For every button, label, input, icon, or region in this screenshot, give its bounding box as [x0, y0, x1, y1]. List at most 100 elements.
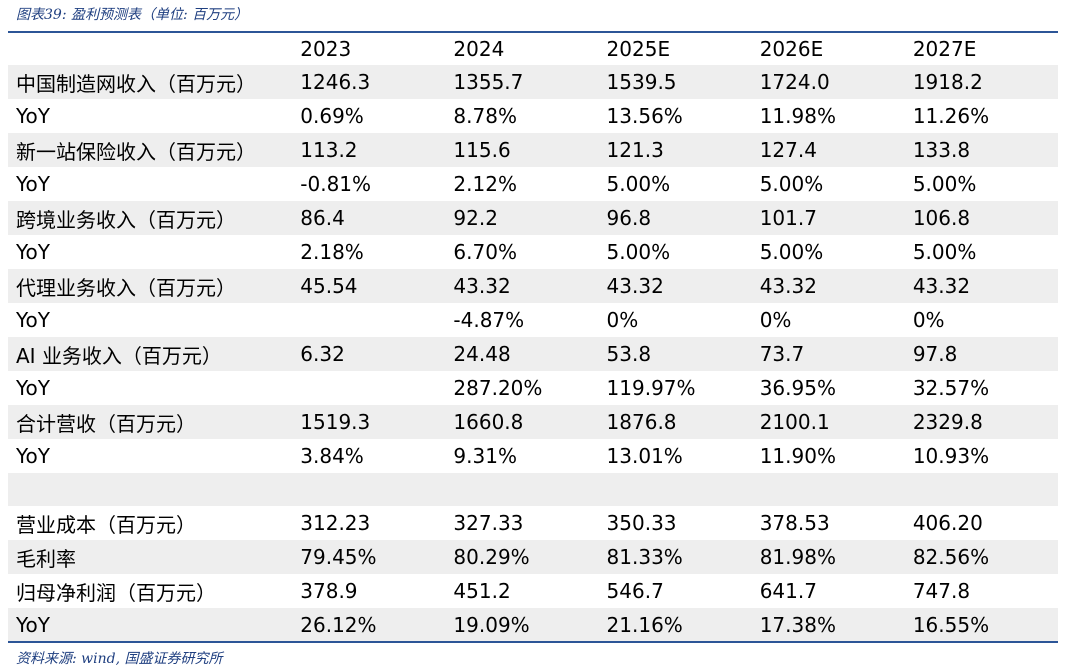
profit-forecast-table: 2023 2024 2025E 2026E 2027E 中国制造网收入（百万元）… [8, 31, 1058, 643]
table-cell: 9.31% [453, 444, 517, 468]
table-row [8, 473, 1058, 506]
row-label: YoY [16, 612, 51, 637]
table-cell: 406.20 [912, 511, 983, 535]
table-cell: 378.9 [300, 579, 358, 603]
table-cell: 43.32 [606, 274, 664, 298]
table-cell: 96.8 [606, 206, 652, 230]
table-cell: 1355.7 [453, 70, 524, 94]
table-cell: 32.57% [912, 376, 990, 400]
table-cell: 1660.8 [453, 410, 524, 434]
table-row: 新一站保险收入（百万元） 113.2 115.6 121.3 127.4 133.8 [8, 133, 1058, 167]
table-cell: 378.53 [759, 511, 830, 535]
table-cell: 115.6 [453, 138, 511, 162]
table-cell: 13.56% [606, 104, 683, 128]
table-cell: 17.38% [759, 612, 836, 637]
table-cell: 3.84% [300, 444, 364, 468]
table-cell: 0% [759, 308, 792, 332]
table-cell: 1539.5 [606, 70, 677, 94]
row-label: AI 业务收入（百万元） [16, 343, 222, 368]
table-cell: 312.23 [300, 511, 371, 535]
table-cell: 0% [912, 308, 945, 332]
table-cell: 1519.3 [300, 410, 371, 434]
table-cell: 45.54 [300, 274, 358, 298]
header-cell-2025e: 2025E [606, 37, 671, 61]
table-cell: 43.32 [453, 274, 511, 298]
table-cell: 1246.3 [300, 70, 371, 94]
table-cell [445, 473, 598, 506]
table-row: YoY 3.84% 9.31% 13.01% 11.90% 10.93% [8, 439, 1058, 473]
row-label: 合计营收（百万元） [16, 411, 196, 436]
table-cell: -4.87% [453, 308, 525, 332]
row-label: YoY [16, 308, 51, 332]
row-label: YoY [16, 104, 51, 128]
table-cell: 6.70% [453, 240, 517, 264]
row-label: 跨境业务收入（百万元） [16, 207, 236, 232]
table-cell [905, 473, 1058, 506]
header-cell-2026e: 2026E [759, 37, 824, 61]
table-cell: 11.98% [759, 104, 836, 128]
table-cell: 0% [606, 308, 639, 332]
table-row: AI 业务收入（百万元） 6.32 24.48 53.8 73.7 97.8 [8, 337, 1058, 371]
table-cell: 1876.8 [606, 410, 677, 434]
table-cell: 451.2 [453, 579, 511, 603]
table-cell: 101.7 [759, 206, 817, 230]
table-cell: 287.20% [453, 376, 543, 400]
row-label: YoY [16, 172, 51, 196]
table-cell: 53.8 [606, 342, 652, 366]
table-row: YoY 2.18% 6.70% 5.00% 5.00% 5.00% [8, 235, 1058, 269]
row-label: YoY [16, 240, 51, 264]
table-row: 毛利率 79.45% 80.29% 81.33% 81.98% 82.56% [8, 540, 1058, 574]
table-caption: 图表39: 盈利预测表（单位: 百万元） [16, 7, 249, 23]
table-cell [292, 473, 445, 506]
table-cell: 82.56% [912, 545, 990, 569]
table-cell: 73.7 [759, 342, 805, 366]
table-cell: 16.55% [912, 612, 990, 637]
table-cell: 24.48 [453, 342, 511, 366]
table-cell: 79.45% [300, 545, 377, 569]
table-row: 营业成本（百万元） 312.23 327.33 350.33 378.53 406.20 [8, 506, 1058, 540]
table-cell: 641.7 [759, 579, 817, 603]
header-row: 2023 2024 2025E 2026E 2027E [8, 32, 1058, 65]
table-row: 中国制造网收入（百万元） 1246.3 1355.7 1539.5 1724.0 1918… [8, 65, 1058, 99]
table-cell: 327.33 [453, 511, 524, 535]
table-cell [599, 473, 752, 506]
table-cell: 8.78% [453, 104, 517, 128]
table-cell: 5.00% [912, 240, 977, 264]
row-label [8, 473, 292, 506]
table-cell: 5.00% [606, 172, 671, 196]
table-cell: 5.00% [759, 240, 824, 264]
table-cell: 11.26% [912, 104, 990, 128]
table-row: 合计营收（百万元） 1519.3 1660.8 1876.8 2100.1 2329.8 [8, 405, 1058, 439]
row-label: 中国制造网收入（百万元） [16, 71, 256, 96]
table-cell: 119.97% [606, 376, 696, 400]
table-row: 代理业务收入（百万元） 45.54 43.32 43.32 43.32 43.32 [8, 269, 1058, 303]
table-cell: 11.90% [759, 444, 836, 468]
table-cell [292, 371, 445, 405]
table-cell: 113.2 [300, 138, 358, 162]
table-row: 跨境业务收入（百万元） 86.4 92.2 96.8 101.7 106.8 [8, 201, 1058, 235]
table-cell: 80.29% [453, 545, 530, 569]
table-cell: 86.4 [300, 206, 345, 230]
table-cell: 13.01% [606, 444, 683, 468]
table-row: 归母净利润（百万元） 378.9 451.2 546.7 641.7 747.8 [8, 574, 1058, 608]
table-cell: 10.93% [912, 444, 990, 468]
row-label: 归母净利润（百万元） [16, 580, 216, 605]
table-cell: 1724.0 [759, 70, 830, 94]
table-cell: 5.00% [606, 240, 671, 264]
source-note: 资料来源: wind, 国盛证券研究所 [16, 651, 223, 667]
table-cell: 26.12% [300, 612, 377, 637]
table-cell: 747.8 [912, 579, 971, 603]
table-cell: 1918.2 [912, 70, 983, 94]
table-cell: 97.8 [912, 342, 958, 366]
table-row: YoY 26.12% 19.09% 21.16% 17.38% 16.55% [8, 608, 1058, 642]
table-cell: 127.4 [759, 138, 817, 162]
table-cell: 19.09% [453, 612, 530, 637]
header-cell-2024: 2024 [453, 37, 505, 61]
header-cell-2023: 2023 [300, 37, 352, 61]
table-cell: 546.7 [606, 579, 664, 603]
table-cell: 6.32 [300, 342, 345, 366]
row-label: 毛利率 [16, 546, 76, 571]
table-row: YoY -4.87% 0% 0% 0% [8, 303, 1058, 337]
table-cell: 2329.8 [912, 410, 983, 434]
table-cell: 2.12% [453, 172, 517, 196]
